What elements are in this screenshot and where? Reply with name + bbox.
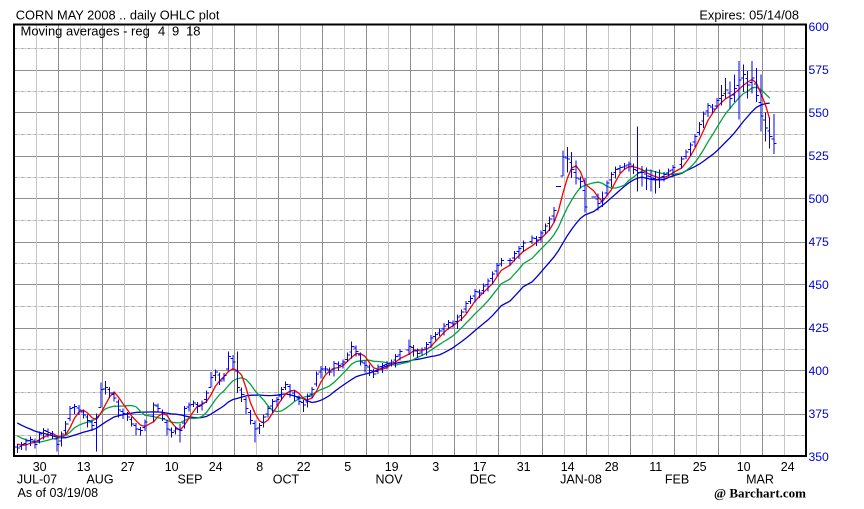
svg-text:450: 450 [809, 278, 830, 292]
svg-text:JUL-07: JUL-07 [17, 473, 57, 487]
svg-text:19: 19 [385, 460, 399, 474]
svg-text:18: 18 [186, 24, 200, 39]
svg-text:13: 13 [77, 460, 91, 474]
svg-text:600: 600 [809, 20, 830, 34]
svg-text:500: 500 [809, 192, 830, 206]
svg-text:375: 375 [809, 407, 830, 421]
svg-text:JAN-08: JAN-08 [560, 473, 602, 487]
svg-text:OCT: OCT [273, 473, 300, 487]
svg-text:@ Barchart.com: @ Barchart.com [714, 486, 806, 501]
svg-text:MAR: MAR [746, 473, 774, 487]
svg-text:24: 24 [781, 460, 795, 474]
svg-text:400: 400 [809, 364, 830, 378]
svg-text:4: 4 [158, 24, 165, 39]
svg-text:575: 575 [809, 63, 830, 77]
svg-text:8: 8 [256, 460, 263, 474]
svg-text:As of 03/19/08: As of 03/19/08 [18, 486, 99, 500]
svg-text:10: 10 [737, 460, 751, 474]
svg-text:14: 14 [561, 460, 575, 474]
svg-text:525: 525 [809, 149, 830, 163]
svg-text:SEP: SEP [177, 473, 202, 487]
svg-text:9: 9 [172, 24, 179, 39]
svg-text:DEC: DEC [470, 473, 496, 487]
svg-text:24: 24 [209, 460, 223, 474]
svg-text:550: 550 [809, 106, 830, 120]
svg-text:NOV: NOV [375, 473, 403, 487]
svg-text:28: 28 [605, 460, 619, 474]
svg-text:3: 3 [432, 460, 439, 474]
svg-text:Expires: 05/14/08: Expires: 05/14/08 [699, 8, 799, 23]
svg-text:10: 10 [165, 460, 179, 474]
svg-text:22: 22 [297, 460, 311, 474]
svg-text:31: 31 [517, 460, 531, 474]
svg-text:11: 11 [649, 460, 662, 474]
svg-text:350: 350 [809, 450, 830, 464]
svg-text:CORN MAY 2008 .. daily OHLC pl: CORN MAY 2008 .. daily OHLC plot [16, 8, 220, 23]
svg-text:17: 17 [473, 460, 487, 474]
svg-text:25: 25 [693, 460, 707, 474]
svg-text:AUG: AUG [86, 473, 113, 487]
svg-text:Moving averages - reg: Moving averages - reg [21, 24, 150, 39]
svg-text:425: 425 [809, 321, 830, 335]
svg-text:27: 27 [121, 460, 135, 474]
svg-text:FEB: FEB [665, 473, 689, 487]
svg-text:5: 5 [344, 460, 351, 474]
svg-text:30: 30 [33, 460, 47, 474]
svg-text:475: 475 [809, 235, 830, 249]
